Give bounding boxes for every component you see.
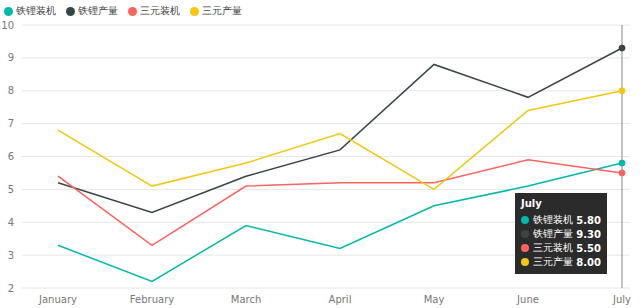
html-text:三元产量: 三元产量: [202, 5, 242, 16]
html-text:铁锂装机: 铁锂装机: [16, 5, 56, 16]
svg-text:8: 8: [8, 85, 14, 96]
html-text:铁锂装机 5.80: 铁锂装机 5.80: [533, 214, 601, 226]
svg-text:April: April: [329, 294, 352, 305]
svg-text:4: 4: [8, 217, 14, 228]
svg-text:10: 10: [8, 20, 14, 31]
svg-text:February: February: [130, 294, 174, 305]
html-text:July: July: [521, 198, 542, 209]
html-text:三元装机: 三元装机: [140, 5, 180, 16]
svg-text:July: July: [612, 294, 631, 305]
svg-text:2: 2: [8, 283, 14, 294]
svg-text:3: 3: [8, 250, 14, 261]
html-text:铁锂产量 9.30: 铁锂产量 9.30: [533, 228, 601, 240]
svg-text:5: 5: [8, 184, 14, 195]
svg-text:9: 9: [8, 52, 14, 63]
html-text:三元装机 5.50: 三元装机 5.50: [533, 242, 601, 254]
html-text:铁锂产量: 铁锂产量: [78, 5, 118, 16]
svg-text:June: June: [516, 294, 539, 305]
html-text:三元产量 8.00: 三元产量 8.00: [533, 256, 601, 268]
svg-text:March: March: [231, 294, 261, 305]
svg-text:7: 7: [8, 118, 14, 129]
svg-text:6: 6: [8, 151, 14, 162]
svg-text:January: January: [38, 294, 77, 305]
svg-text:May: May: [424, 294, 445, 305]
